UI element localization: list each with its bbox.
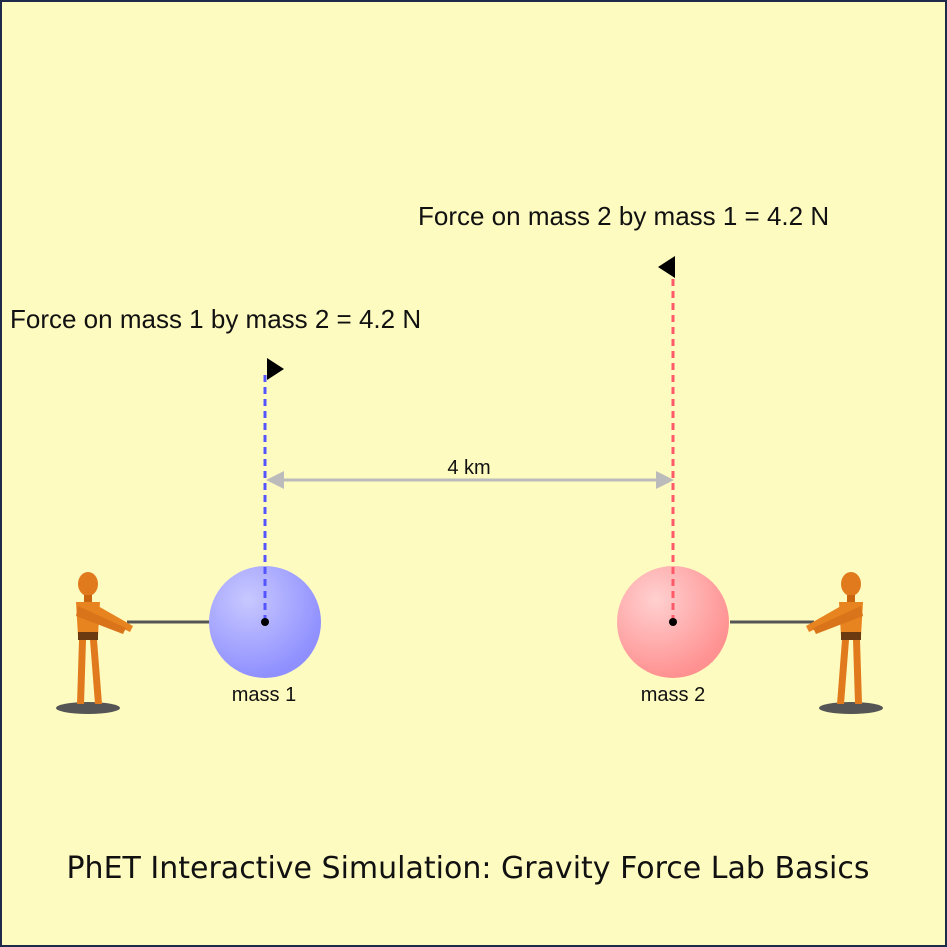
arrowhead <box>658 256 675 278</box>
arrowhead <box>656 471 674 489</box>
caption: PhET Interactive Simulation: Gravity For… <box>66 851 869 886</box>
center-dot <box>261 618 269 626</box>
puller-figure <box>806 572 883 714</box>
puller-figure <box>56 572 133 714</box>
center-dot <box>669 618 677 626</box>
arrowhead <box>267 358 284 380</box>
force-label: Force on mass 1 by mass 2 = 4.2 N <box>10 304 421 334</box>
arrowhead <box>266 471 284 489</box>
mass-label: mass 1 <box>232 684 296 706</box>
force-label: Force on mass 2 by mass 1 = 4.2 N <box>418 201 829 231</box>
mass-label: mass 2 <box>641 684 705 706</box>
distance-label: 4 km <box>447 457 490 479</box>
